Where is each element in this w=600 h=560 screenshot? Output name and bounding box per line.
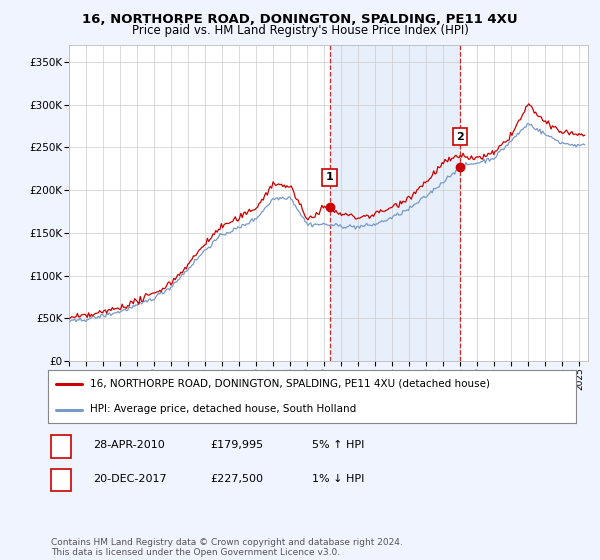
Text: 1: 1: [326, 172, 334, 183]
Text: Price paid vs. HM Land Registry's House Price Index (HPI): Price paid vs. HM Land Registry's House …: [131, 24, 469, 38]
Text: 1: 1: [57, 440, 65, 450]
Text: HPI: Average price, detached house, South Holland: HPI: Average price, detached house, Sout…: [90, 404, 356, 414]
Text: 2: 2: [57, 474, 65, 484]
Text: 1% ↓ HPI: 1% ↓ HPI: [312, 474, 364, 484]
Text: 28-APR-2010: 28-APR-2010: [93, 440, 165, 450]
Bar: [329, 45, 460, 361]
Text: 20-DEC-2017: 20-DEC-2017: [93, 474, 167, 484]
Text: 2: 2: [456, 132, 464, 142]
Text: £179,995: £179,995: [210, 440, 263, 450]
Text: £227,500: £227,500: [210, 474, 263, 484]
Text: 16, NORTHORPE ROAD, DONINGTON, SPALDING, PE11 4XU: 16, NORTHORPE ROAD, DONINGTON, SPALDING,…: [82, 13, 518, 26]
Text: 5% ↑ HPI: 5% ↑ HPI: [312, 440, 364, 450]
Text: Contains HM Land Registry data © Crown copyright and database right 2024.
This d: Contains HM Land Registry data © Crown c…: [51, 538, 403, 557]
Text: 16, NORTHORPE ROAD, DONINGTON, SPALDING, PE11 4XU (detached house): 16, NORTHORPE ROAD, DONINGTON, SPALDING,…: [90, 379, 490, 389]
